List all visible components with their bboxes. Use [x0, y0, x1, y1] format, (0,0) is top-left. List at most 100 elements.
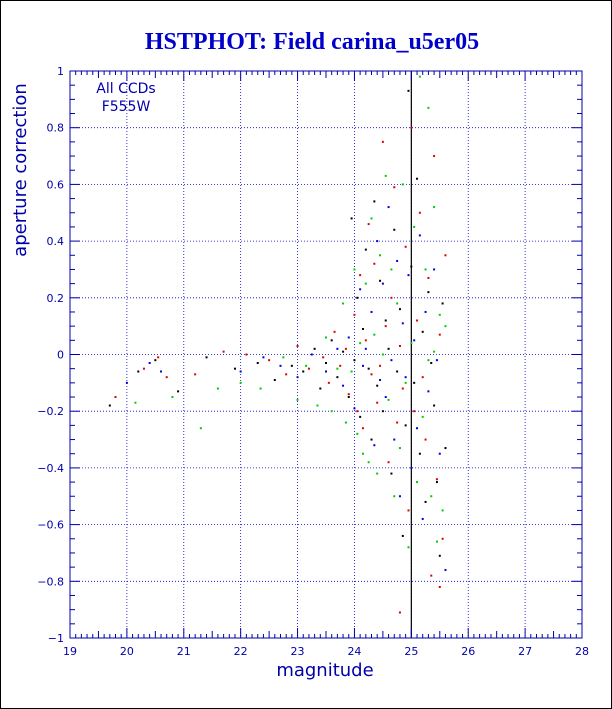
data-point: [310, 353, 313, 356]
data-point: [376, 240, 379, 243]
data-point: [373, 262, 376, 265]
data-point: [344, 421, 347, 424]
data-point: [307, 367, 310, 370]
data-point: [305, 364, 308, 367]
data-point: [373, 200, 376, 203]
x-tick-label: 22: [234, 645, 248, 658]
data-point: [148, 362, 151, 365]
y-axis-label: aperture correction: [10, 83, 31, 257]
data-point: [327, 381, 330, 384]
data-point: [373, 333, 376, 336]
y-tick-label: 1: [57, 65, 64, 78]
data-point: [364, 347, 367, 350]
data-point: [433, 268, 436, 271]
data-point: [438, 452, 441, 455]
data-point: [421, 517, 424, 520]
x-tick-label: 24: [347, 645, 361, 658]
data-point: [418, 452, 421, 455]
data-point: [410, 126, 413, 129]
data-point: [384, 396, 387, 399]
data-point: [427, 390, 430, 393]
data-point: [313, 347, 316, 350]
data-point: [421, 376, 424, 379]
data-point: [410, 342, 413, 345]
data-point: [376, 472, 379, 475]
data-point: [353, 313, 356, 316]
y-tick-label: 0: [57, 349, 64, 362]
y-tick-label: −0.2: [37, 405, 64, 418]
data-point: [359, 288, 362, 291]
data-point: [339, 364, 342, 367]
data-point: [125, 381, 128, 384]
data-point: [398, 308, 401, 311]
data-point: [398, 344, 401, 347]
data-points: [108, 75, 447, 614]
data-point: [438, 554, 441, 557]
data-point: [361, 427, 364, 430]
y-tick-label: −0.4: [37, 462, 64, 475]
data-point: [393, 495, 396, 498]
data-point: [416, 481, 419, 484]
data-point: [336, 367, 339, 370]
data-point: [424, 310, 427, 313]
data-point: [134, 401, 137, 404]
data-point: [316, 404, 319, 407]
data-point: [296, 344, 299, 347]
data-point: [381, 282, 384, 285]
data-point: [401, 534, 404, 537]
data-point: [438, 585, 441, 588]
y-tick-label: 0.6: [47, 178, 65, 191]
data-point: [342, 350, 345, 353]
data-point: [356, 432, 359, 435]
data-point: [384, 174, 387, 177]
data-point: [325, 336, 327, 339]
y-tick-label: 0.4: [47, 235, 65, 248]
data-point: [387, 347, 390, 350]
data-point: [199, 427, 202, 430]
data-point: [379, 364, 382, 367]
x-tick-label: 25: [404, 645, 418, 658]
data-point: [379, 254, 382, 257]
data-point: [364, 248, 367, 251]
y-tick-label: 0.8: [47, 122, 65, 135]
data-point: [393, 228, 396, 231]
data-point: [353, 407, 356, 410]
data-point: [379, 279, 382, 282]
data-point: [356, 296, 359, 299]
x-tick-label: 21: [177, 645, 191, 658]
data-point: [410, 265, 413, 268]
annotation-filter: F555W: [102, 99, 151, 115]
data-point: [407, 274, 410, 277]
data-point: [273, 379, 276, 382]
data-point: [319, 387, 322, 390]
chart-title: HSTPHOT: Field carina_u5er05: [145, 29, 479, 55]
data-point: [387, 398, 390, 401]
data-point: [256, 362, 259, 365]
data-point: [407, 89, 410, 92]
annotation-ccds: All CCDs: [96, 81, 155, 97]
data-point: [347, 396, 350, 399]
data-point: [350, 217, 353, 220]
data-point: [347, 393, 350, 396]
data-point: [361, 327, 364, 330]
data-point: [245, 353, 248, 356]
data-point: [356, 410, 359, 413]
data-point: [413, 410, 416, 413]
data-point: [233, 367, 236, 370]
data-point: [433, 155, 436, 158]
data-point: [347, 336, 350, 339]
data-point: [367, 461, 370, 464]
data-point: [194, 373, 197, 376]
data-point: [438, 333, 441, 336]
data-point: [441, 537, 444, 540]
data-point: [390, 268, 393, 271]
data-point: [367, 367, 370, 370]
data-point: [427, 106, 430, 109]
data-point: [398, 611, 401, 614]
data-point: [353, 359, 356, 362]
data-point: [376, 401, 379, 404]
x-tick-label: 19: [63, 645, 77, 658]
data-point: [165, 376, 168, 379]
data-point: [259, 387, 262, 390]
data-point: [290, 364, 293, 367]
